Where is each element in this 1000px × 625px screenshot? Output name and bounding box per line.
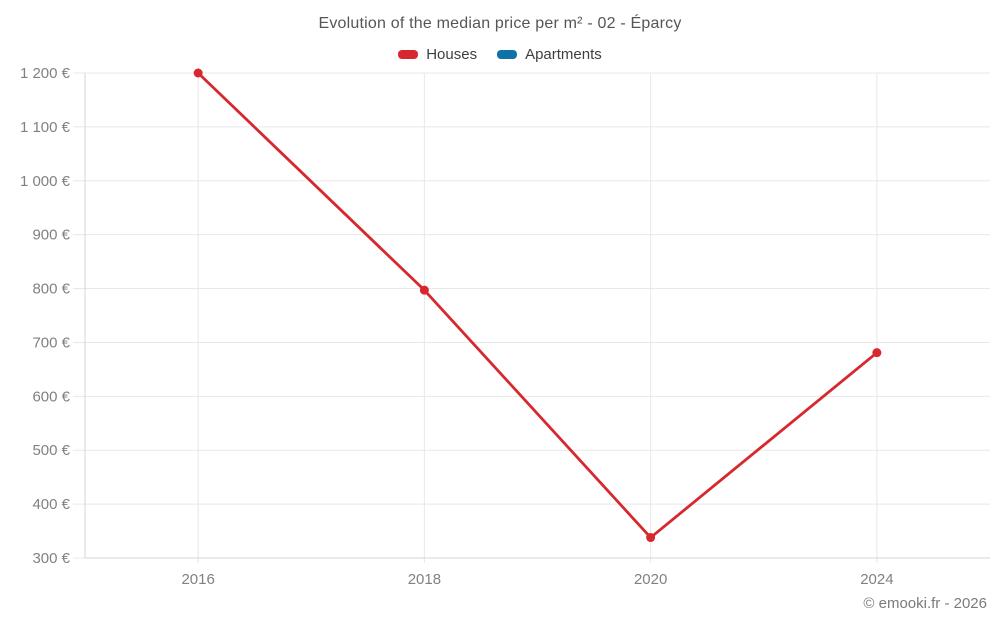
data-point-houses[interactable] — [193, 68, 203, 78]
y-axis-tick-label: 500 € — [32, 442, 70, 459]
legend-label-apartments: Apartments — [525, 46, 602, 63]
data-point-houses[interactable] — [872, 348, 882, 358]
y-axis-tick-label: 1 200 € — [20, 65, 71, 82]
apartments-legend-swatch-icon — [497, 50, 518, 59]
y-axis-tick-label: 900 € — [32, 227, 70, 244]
data-point-houses[interactable] — [419, 285, 429, 295]
x-axis-tick-label: 2016 — [181, 571, 214, 588]
y-axis-tick-label: 400 € — [32, 496, 70, 513]
y-axis-tick-label: 700 € — [32, 334, 70, 351]
y-axis-tick-label: 600 € — [32, 388, 70, 405]
y-axis-tick-label: 1 100 € — [20, 119, 71, 136]
y-axis-tick-label: 1 000 € — [20, 173, 71, 190]
legend-item-apartments[interactable]: Apartments — [497, 46, 602, 63]
x-axis-tick-label: 2018 — [408, 571, 441, 588]
x-axis-tick-label: 2024 — [860, 571, 893, 588]
legend-label-houses: Houses — [426, 46, 478, 63]
x-axis-tick-label: 2020 — [634, 571, 667, 588]
houses-legend-swatch-icon — [398, 50, 419, 59]
chart-title: Evolution of the median price per m² - 0… — [318, 15, 682, 32]
chart-legend: Houses Apartments — [0, 46, 1000, 63]
legend-item-houses[interactable]: Houses — [398, 46, 477, 63]
copyright-footer: © emooki.fr - 2026 — [863, 595, 987, 612]
y-axis-tick-label: 300 € — [32, 550, 70, 567]
series-line-houses — [197, 71, 878, 539]
y-axis-tick-label: 800 € — [32, 281, 70, 298]
data-point-houses[interactable] — [646, 533, 656, 543]
